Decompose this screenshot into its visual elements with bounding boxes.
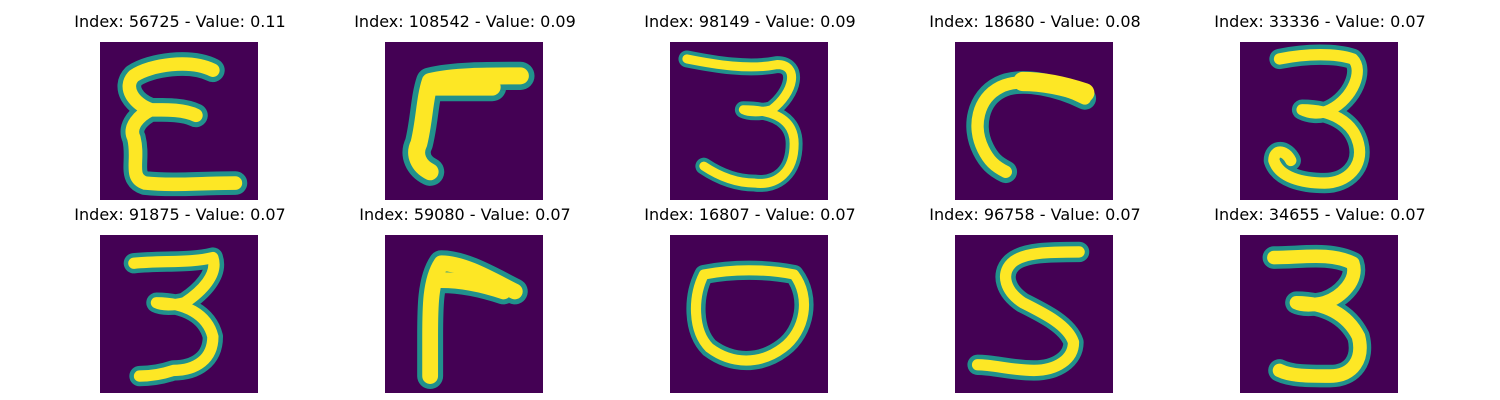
- panel-title: Index: 16807 - Value: 0.07: [644, 205, 856, 224]
- digit-image-4: [955, 42, 1113, 200]
- panel-title: Index: 96758 - Value: 0.07: [929, 205, 1141, 224]
- digit-image-2: [385, 42, 543, 200]
- panel-title: Index: 34655 - Value: 0.07: [1214, 205, 1426, 224]
- panel-4: Index: 18680 - Value: 0.08: [885, 8, 1185, 200]
- panel-title: Index: 33336 - Value: 0.07: [1214, 12, 1426, 31]
- handwritten-digit-7-mirrored-icon: [402, 61, 535, 186]
- handwritten-digit-3-icon: [678, 50, 803, 192]
- panel-10: Index: 34655 - Value: 0.07: [1170, 201, 1470, 393]
- handwritten-digit-3-icon: [1262, 244, 1372, 388]
- digit-image-3: [670, 42, 828, 200]
- panel-7: Index: 59080 - Value: 0.07: [315, 201, 615, 393]
- handwritten-digit-c-stroke-icon: [966, 71, 1097, 184]
- digit-image-6: [100, 235, 258, 393]
- panel-title: Index: 98149 - Value: 0.09: [644, 12, 856, 31]
- panel-title: Index: 18680 - Value: 0.08: [929, 12, 1141, 31]
- handwritten-digit-5-icon: [967, 241, 1090, 381]
- panel-title: Index: 56725 - Value: 0.11: [74, 12, 286, 31]
- panel-9: Index: 96758 - Value: 0.07: [885, 201, 1185, 393]
- digit-image-10: [1240, 235, 1398, 393]
- panel-6: Index: 91875 - Value: 0.07: [30, 201, 330, 393]
- handwritten-digit-3-icon: [1263, 44, 1370, 194]
- panel-title: Index: 91875 - Value: 0.07: [74, 205, 286, 224]
- handwritten-digit-3-mirrored-icon: [117, 52, 248, 197]
- digit-image-5: [1240, 42, 1398, 200]
- handwritten-digit-3-icon: [123, 247, 225, 387]
- panel-1: Index: 56725 - Value: 0.11: [30, 8, 330, 200]
- panel-title: Index: 108542 - Value: 0.09: [354, 12, 576, 31]
- panel-2: Index: 108542 - Value: 0.09: [315, 8, 615, 200]
- panel-title: Index: 59080 - Value: 0.07: [359, 205, 571, 224]
- handwritten-digit-7-mirrored-icon: [417, 250, 528, 390]
- panel-5: Index: 33336 - Value: 0.07: [1170, 8, 1470, 200]
- digit-image-9: [955, 235, 1113, 393]
- panel-3: Index: 98149 - Value: 0.09: [600, 8, 900, 200]
- digit-image-7: [385, 235, 543, 393]
- digit-image-8: [670, 235, 828, 393]
- panel-8: Index: 16807 - Value: 0.07: [600, 201, 900, 393]
- digit-image-1: [100, 42, 258, 200]
- handwritten-digit-0-icon: [686, 260, 814, 371]
